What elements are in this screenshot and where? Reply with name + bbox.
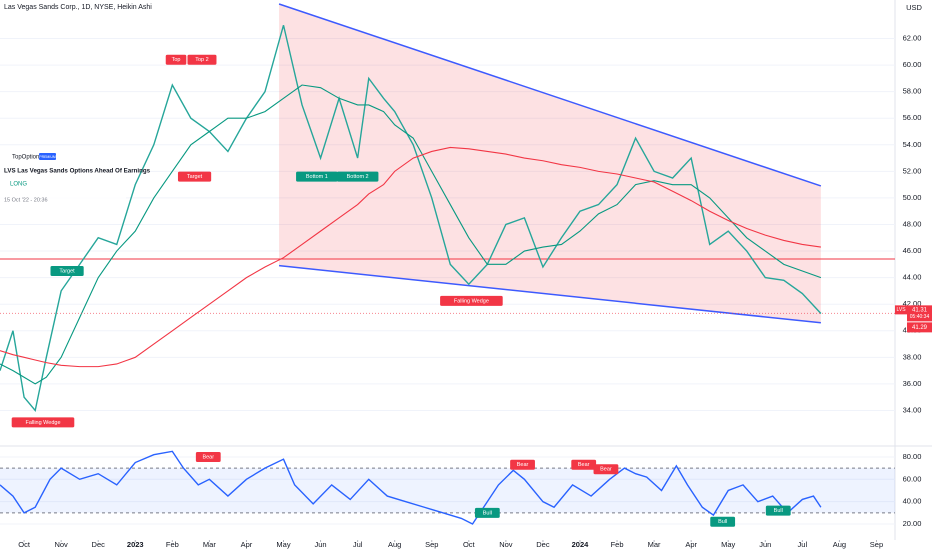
- y-tick-label: 58.00: [903, 87, 922, 96]
- idea-date: 15 Oct '22 - 20:36: [4, 197, 48, 203]
- x-tick-label: May: [721, 540, 735, 549]
- annotation: Top 2: [195, 57, 208, 63]
- y-tick-label: 34.00: [903, 405, 922, 414]
- countdown: 05:40:34: [910, 314, 930, 320]
- series-line: [0, 84, 822, 385]
- x-tick-label: Aug: [833, 540, 846, 549]
- wedge-upper: [278, 3, 822, 187]
- annotation: Bear: [202, 454, 214, 460]
- idea-card-bg: [0, 148, 126, 206]
- symbol-bg: [895, 305, 907, 315]
- y-tick-label: 80.00: [903, 452, 922, 461]
- annotation-bg: [165, 54, 187, 65]
- annotation-bg: [765, 505, 791, 516]
- price-bg: [907, 305, 932, 322]
- x-tick-label: Nov: [54, 540, 68, 549]
- series-line: [0, 25, 822, 413]
- chart-title: Las Vegas Sands Corp., 1D, NYSE, Heikin …: [4, 4, 152, 11]
- y-tick-label: 56.00: [903, 113, 922, 122]
- y-tick-label: 48.00: [903, 219, 922, 228]
- y-tick-label: 42.00: [903, 299, 922, 308]
- annotation: Falling Wedge: [454, 298, 489, 304]
- idea-author: TopOptions: [12, 155, 42, 161]
- annotation-bg: [571, 459, 597, 470]
- annotation: Target: [59, 268, 75, 274]
- wedge-lower: [278, 264, 821, 324]
- x-tick-label: Jun: [315, 540, 327, 549]
- x-tick-label: Sep: [870, 540, 883, 549]
- annotation: Bottom 1: [306, 174, 328, 180]
- annotation-bg: [296, 171, 338, 182]
- x-tick-label: Jul: [798, 540, 808, 549]
- y-tick-label: 60.00: [903, 60, 922, 69]
- x-tick-label: Apr: [685, 540, 697, 549]
- y-tick-label: 36.00: [903, 379, 922, 388]
- x-tick-label: 2024: [572, 540, 590, 549]
- y-tick-label: 54.00: [903, 140, 922, 149]
- x-tick-label: Jun: [759, 540, 771, 549]
- x-tick-label: Mar: [203, 540, 216, 549]
- annotation-bg: [187, 54, 217, 65]
- y-tick-label: 50.00: [903, 193, 922, 202]
- last-price: 41.31: [912, 307, 928, 313]
- rsi-band: [0, 468, 895, 513]
- x-tick-label: Jul: [353, 540, 363, 549]
- x-tick-label: Nov: [499, 540, 513, 549]
- series-line: [0, 146, 821, 368]
- annotation: Bull: [774, 508, 783, 514]
- idea-direction: LONG: [10, 182, 27, 188]
- x-tick-label: Aug: [388, 540, 401, 549]
- x-tick-label: Dec: [536, 540, 550, 549]
- y-tick-label: 46.00: [903, 246, 922, 255]
- annotation: Bull: [718, 519, 727, 525]
- badge-bg: [39, 153, 56, 160]
- annotation-bg: [195, 451, 221, 462]
- annotation: Bear: [600, 467, 612, 473]
- annotation: Bear: [578, 462, 590, 468]
- y-tick-label: 52.00: [903, 166, 922, 175]
- bid-bg: [907, 322, 932, 333]
- annotation: Top: [172, 57, 181, 63]
- annotation-bg: [710, 516, 736, 527]
- symbol-label: LVS: [896, 307, 906, 313]
- x-tick-label: Oct: [463, 540, 476, 549]
- x-tick-label: Apr: [241, 540, 253, 549]
- annotation: Bottom 2: [347, 174, 369, 180]
- annotation-bg: [440, 295, 503, 306]
- annotation-bg: [50, 265, 84, 276]
- plot: 34.00 36.00 38.00 40.00 42.00 44.00 46.00 48.00…: [0, 3, 932, 549]
- x-tick-label: Feb: [611, 540, 624, 549]
- x-tick-label: Feb: [166, 540, 179, 549]
- annotation: Target: [187, 174, 203, 180]
- x-tick-label: Oct: [18, 540, 31, 549]
- annotation-bg: [510, 459, 535, 470]
- idea-title: LVS Las Vegas Sands Options Ahead Of Ear…: [4, 168, 151, 175]
- y-tick-label: 62.00: [903, 34, 922, 43]
- annotation-bg: [11, 417, 75, 428]
- bid-price: 41.29: [912, 325, 928, 331]
- y-tick-label: 44.00: [903, 273, 922, 282]
- x-tick-label: May: [276, 540, 290, 549]
- x-tick-label: Mar: [648, 540, 661, 549]
- y-tick-label: 60.00: [903, 474, 922, 483]
- annotation-bg: [177, 171, 212, 182]
- currency: USD: [906, 3, 922, 12]
- y-tick-label: 20.00: [903, 519, 922, 528]
- x-tick-label: Dec: [92, 540, 106, 549]
- y-tick-label: 38.00: [903, 352, 922, 361]
- annotation: Bear: [517, 462, 529, 468]
- x-tick-label: Sep: [425, 540, 438, 549]
- y-tick-label: 40.00: [903, 497, 922, 506]
- annotation: Falling Wedge: [25, 420, 60, 426]
- series-line: [0, 450, 822, 525]
- annotation-bg: [593, 464, 619, 475]
- idea-card: TopOptions PREMIUM LVS Las Vegas Sands O…: [0, 148, 151, 206]
- annotation-bg: [336, 171, 379, 182]
- annotation: Bull: [483, 510, 492, 516]
- annotation-bg: [474, 507, 500, 518]
- wedge-fill: [279, 3, 821, 323]
- idea-badge: PREMIUM: [39, 155, 56, 159]
- x-tick-label: 2023: [127, 540, 144, 549]
